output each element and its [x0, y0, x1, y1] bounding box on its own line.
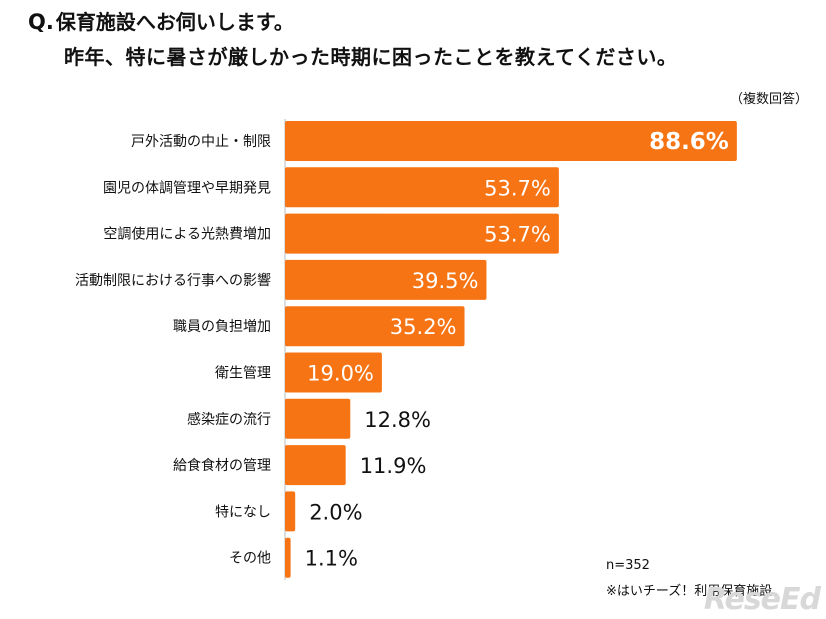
category-label: 給食食材の管理 — [173, 457, 271, 474]
category-label: その他 — [229, 551, 271, 567]
question-line-1: 保育施設へお伺いします。 — [55, 10, 294, 34]
category-label: 活動制限における行事への影響 — [75, 272, 271, 289]
value-label: 2.0% — [309, 500, 362, 524]
bar — [285, 259, 487, 300]
bar — [285, 352, 382, 393]
question-line-2: 昨年、特に暑さが厳しかった時期に困ったことを教えてください。 — [64, 45, 678, 69]
bar — [285, 398, 351, 439]
category-label: 園児の体調管理や早期発見 — [103, 180, 271, 196]
question-prefix: Q. — [28, 10, 54, 34]
bar — [285, 306, 465, 347]
value-label: 11.9% — [360, 454, 427, 478]
source-note: ※はいチーズ！利用保育施設 — [606, 584, 773, 599]
bar — [285, 537, 291, 578]
sample-size-note: n=352 — [606, 558, 650, 573]
value-label: 12.8% — [364, 408, 431, 432]
bar — [285, 167, 559, 208]
value-label: 53.7% — [484, 176, 551, 200]
question-title: Q. 保育施設へお伺いします。 昨年、特に暑さが厳しかった時期に困ったことを教え… — [28, 6, 818, 70]
bar — [285, 445, 346, 486]
value-label: 35.2% — [390, 315, 457, 339]
multiple-answer-note: （複数回答） — [729, 92, 808, 107]
category-label: 職員の負担増加 — [173, 319, 271, 335]
value-label: 1.1% — [305, 547, 358, 571]
value-label: 19.0% — [307, 362, 374, 386]
category-label: 感染症の流行 — [187, 411, 271, 428]
category-label: 特になし — [215, 504, 271, 520]
watermark-logo: ReseEd — [703, 582, 821, 617]
bar — [285, 491, 296, 532]
value-label: 88.6% — [649, 129, 729, 155]
value-label: 53.7% — [484, 223, 551, 247]
category-label: 空調使用による光熱費増加 — [103, 226, 271, 243]
category-label: 戸外活動の中止・制限 — [131, 134, 271, 150]
bar — [285, 121, 737, 161]
category-label: 衛生管理 — [215, 366, 271, 382]
value-label: 39.5% — [412, 269, 479, 293]
bar — [285, 213, 559, 254]
